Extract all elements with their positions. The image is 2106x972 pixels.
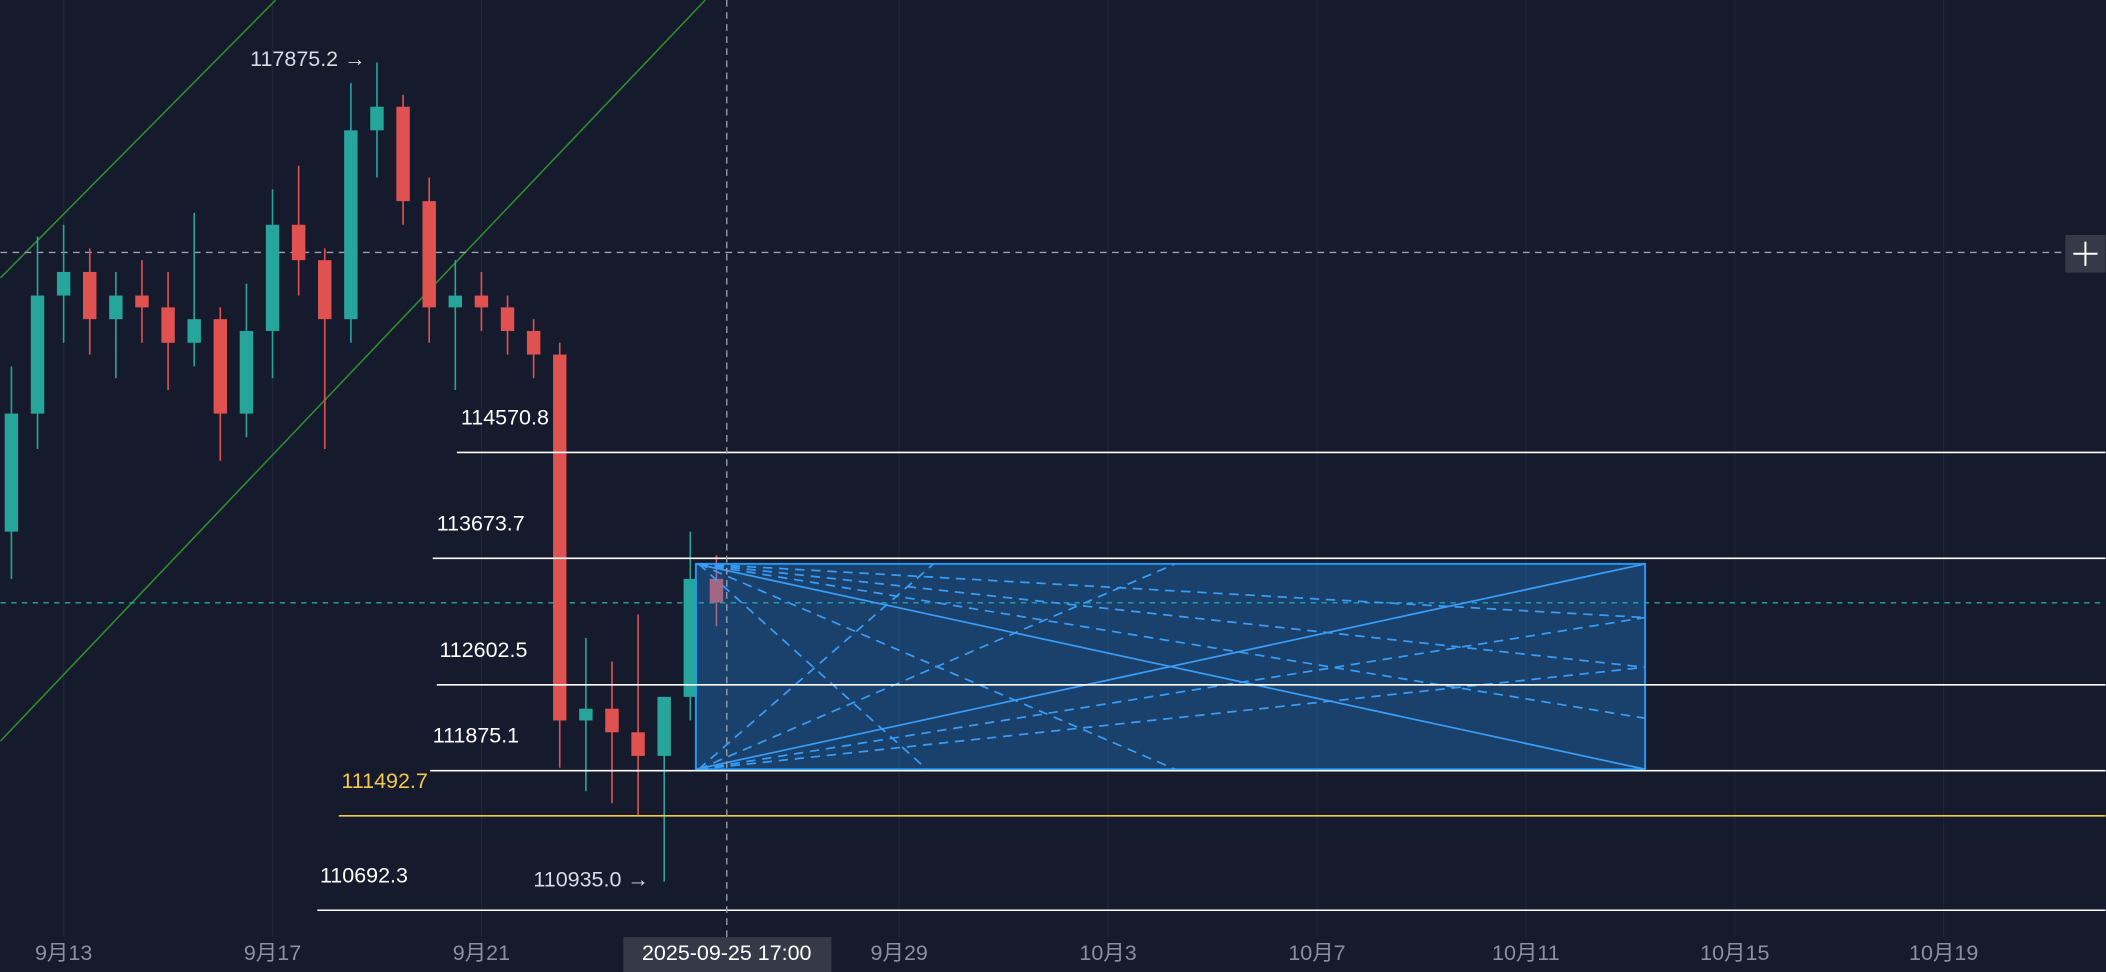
add-button[interactable]	[2065, 234, 2106, 273]
extreme-label: 117875.2 →	[250, 47, 365, 71]
channel-line	[0, 0, 277, 279]
x-tick-label: 9月13	[35, 941, 92, 965]
candle-body	[448, 295, 463, 308]
candle-body	[4, 413, 19, 532]
candle-body	[631, 732, 645, 756]
candle-body	[553, 354, 567, 721]
candle-body	[318, 260, 332, 320]
candle-body	[422, 201, 436, 308]
level-label: 113673.7	[437, 511, 525, 535]
candle-body	[579, 708, 593, 721]
candles	[4, 62, 724, 882]
candle-body	[291, 224, 306, 261]
fan-line	[698, 616, 1646, 771]
candle-body	[605, 708, 619, 733]
candle-body	[709, 578, 724, 603]
x-tick-label: 10月19	[1909, 941, 1978, 965]
x-tick-label: 10月7	[1288, 941, 1345, 965]
x-tick-label: 10月15	[1700, 941, 1769, 965]
fan-line	[697, 563, 928, 770]
x-axis: 9月13 9月17 9月21 9月29 10月3 10月7 10月11 10月15 10月19	[35, 941, 1978, 965]
level-label: 114570.8	[461, 406, 549, 430]
candle-body	[239, 330, 254, 414]
candle-body	[187, 319, 201, 343]
fan-line	[698, 563, 1176, 771]
level-label: 110692.3	[320, 863, 408, 887]
crosshair-label: 2025-09-25 17:00	[642, 941, 812, 965]
level-label: 112602.5	[439, 638, 527, 662]
fan-line	[698, 562, 1646, 669]
candle-body	[396, 106, 410, 202]
fan-line	[698, 562, 1646, 619]
candle-body	[30, 295, 45, 414]
fan-line	[695, 563, 1646, 771]
channel-line	[0, 0, 706, 742]
candle-body	[657, 696, 671, 756]
candle-body	[161, 307, 175, 343]
x-tick-label: 10月11	[1492, 941, 1560, 965]
candle-body	[526, 330, 541, 355]
candle-body	[83, 271, 97, 320]
level-label: 111875.1	[433, 724, 519, 748]
level-label: 111492.7	[341, 769, 427, 793]
grid	[62, 0, 1945, 938]
x-tick-label: 10月3	[1079, 941, 1136, 965]
candle-body	[265, 224, 280, 331]
candle-body	[474, 295, 489, 308]
levels: 114570.8 113673.7 112602.5 111875.1111492.7…	[250, 47, 2106, 912]
candle-body	[213, 319, 228, 414]
x-tick-label: 9月21	[453, 941, 510, 965]
candle-body	[344, 130, 358, 320]
candle-body	[683, 578, 698, 697]
candle-body	[56, 271, 71, 296]
x-tick-label: 9月17	[244, 941, 301, 965]
candle-body	[370, 106, 384, 131]
candle-body	[135, 295, 149, 308]
candle-body	[500, 307, 515, 331]
fan-line	[697, 563, 935, 770]
crosshair-label-box	[623, 937, 832, 972]
extreme-label: 110935.0 →	[533, 867, 648, 891]
candle-body	[109, 295, 123, 320]
x-tick-label: 9月29	[871, 941, 928, 965]
projection-box	[694, 562, 1647, 771]
